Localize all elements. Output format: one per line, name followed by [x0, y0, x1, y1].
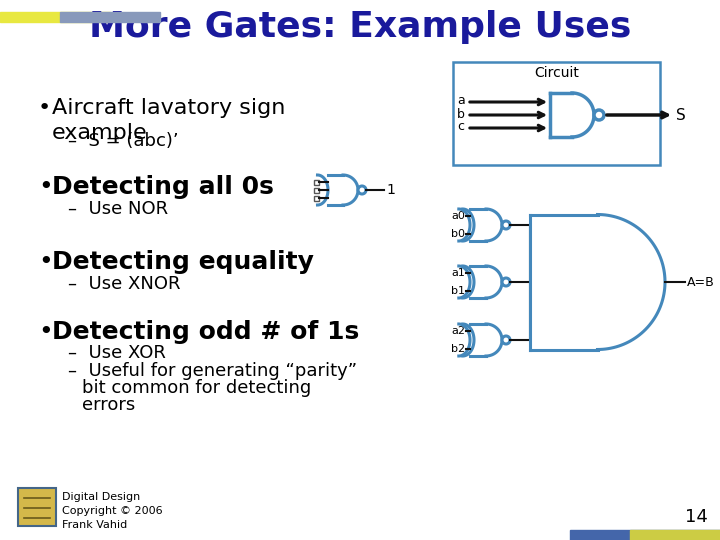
Text: A=B: A=B	[687, 275, 715, 288]
Text: b: b	[457, 107, 465, 120]
Text: Circuit: Circuit	[534, 66, 579, 80]
Circle shape	[358, 186, 366, 194]
Text: a0: a0	[451, 211, 465, 221]
Bar	[60, 12, 160, 22]
Text: b1: b1	[451, 286, 465, 296]
Text: b0: b0	[451, 229, 465, 239]
Circle shape	[502, 278, 510, 286]
Text: c: c	[457, 120, 464, 133]
Bar	[314, 179, 319, 185]
Text: b2: b2	[451, 344, 465, 354]
Text: 1: 1	[386, 183, 395, 197]
Text: a: a	[457, 94, 464, 107]
Text: •: •	[38, 98, 51, 118]
Text: More Gates: Example Uses: More Gates: Example Uses	[89, 10, 631, 44]
Text: S: S	[676, 107, 685, 123]
Bar	[453, 62, 660, 165]
Text: –  Use NOR: – Use NOR	[68, 200, 168, 218]
Text: Detecting equality: Detecting equality	[52, 250, 314, 274]
Bar	[630, 530, 720, 540]
Text: Digital Design
Copyright © 2006
Frank Vahid: Digital Design Copyright © 2006 Frank Va…	[62, 492, 163, 530]
Bar	[0, 12, 110, 22]
Text: –  Use XOR: – Use XOR	[68, 344, 166, 362]
Text: Detecting all 0s: Detecting all 0s	[52, 175, 274, 199]
Text: bit common for detecting: bit common for detecting	[82, 379, 311, 397]
Text: –  S = (abc)’: – S = (abc)’	[68, 132, 179, 150]
Text: Detecting odd # of 1s: Detecting odd # of 1s	[52, 320, 359, 344]
Text: 14: 14	[685, 508, 708, 526]
Text: a2: a2	[451, 326, 465, 336]
Text: a1: a1	[451, 268, 465, 278]
Text: •: •	[38, 175, 53, 199]
Bar	[570, 530, 720, 540]
Circle shape	[502, 336, 510, 344]
Text: –  Use XNOR: – Use XNOR	[68, 275, 181, 293]
Text: –  Useful for generating “parity”: – Useful for generating “parity”	[68, 362, 357, 380]
Text: •: •	[38, 320, 53, 344]
Bar	[18, 488, 56, 526]
Bar	[314, 195, 319, 200]
Bar	[314, 187, 319, 192]
Circle shape	[594, 110, 604, 120]
Text: Aircraft lavatory sign
example: Aircraft lavatory sign example	[52, 98, 285, 143]
Circle shape	[502, 221, 510, 229]
Text: errors: errors	[82, 396, 135, 414]
Text: •: •	[38, 250, 53, 274]
